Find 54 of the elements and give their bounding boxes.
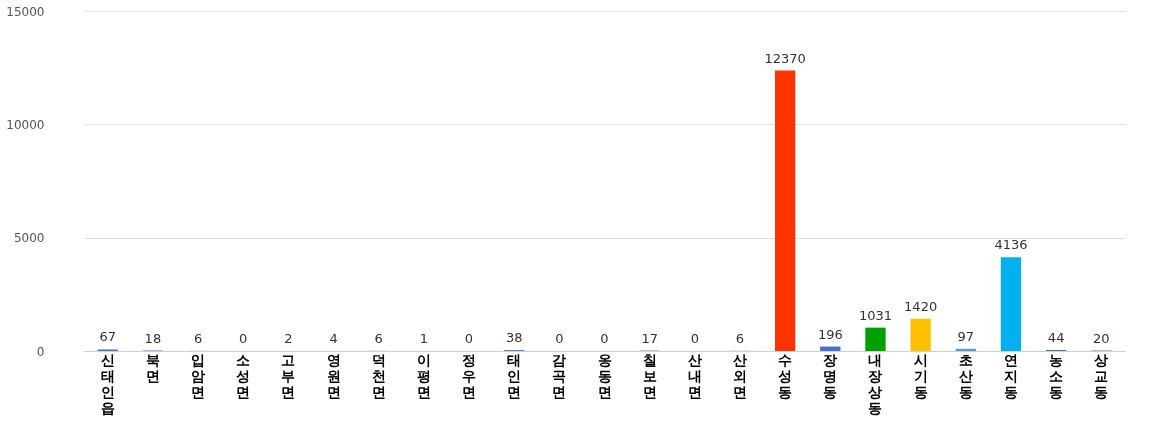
x-tick-label: 수성동 — [778, 351, 793, 400]
data-label: 0 — [555, 331, 564, 346]
bar — [1000, 257, 1022, 351]
data-label: 2 — [284, 330, 293, 346]
data-label: 1 — [419, 330, 428, 346]
x-tick-label: 산내면 — [687, 351, 702, 400]
data-label: 6 — [735, 330, 745, 346]
x-tick-label: 초산동 — [958, 351, 973, 400]
data-label: 44 — [1047, 330, 1065, 345]
x-tick-label: 북면 — [145, 351, 160, 384]
bar — [774, 70, 796, 351]
x-tick-label: 태인면 — [507, 351, 522, 400]
data-label: 20 — [1093, 330, 1110, 346]
data-label: 97 — [957, 328, 975, 344]
x-tick-label: 감곡면 — [552, 351, 567, 400]
data-label: 4 — [329, 330, 338, 346]
x-tick-label: 칠보면 — [642, 351, 657, 400]
data-label: 6 — [374, 330, 383, 346]
x-tick-label: 상교동 — [1094, 351, 1109, 400]
y-tick-label: 10000 — [6, 117, 45, 132]
x-tick-label: 이평면 — [416, 351, 431, 400]
x-tick-label: 소성면 — [236, 351, 251, 400]
y-tick-label: 0 — [36, 344, 45, 359]
x-tick-label: 덕천면 — [371, 351, 386, 400]
data-label: 4136 — [994, 237, 1028, 253]
x-tick-label: 영원면 — [326, 351, 341, 400]
data-label: 12370 — [764, 50, 806, 66]
data-label: 6 — [193, 330, 203, 346]
data-label: 0 — [690, 331, 699, 346]
x-tick-label: 내장상동 — [868, 351, 883, 416]
x-tick-label: 장명동 — [823, 351, 838, 400]
data-label: 67 — [99, 329, 116, 345]
x-tick-label: 고부면 — [281, 351, 296, 400]
bar — [910, 318, 931, 351]
x-tick-label: 연지동 — [1003, 351, 1018, 400]
x-tick-label: 산외면 — [732, 351, 747, 400]
y-tick-label: 5000 — [13, 231, 45, 246]
data-label: 17 — [641, 330, 658, 346]
x-tick-label: 옹동면 — [597, 351, 612, 400]
data-label: 0 — [464, 331, 474, 346]
bar — [865, 327, 886, 351]
y-tick-label: 15000 — [6, 4, 45, 19]
data-label: 38 — [505, 330, 523, 346]
data-label: 18 — [144, 330, 162, 346]
data-label: 196 — [817, 326, 843, 342]
x-tick-label: 시기동 — [913, 351, 928, 400]
x-tick-label: 농소동 — [1049, 351, 1064, 400]
data-label: 1420 — [904, 298, 938, 314]
data-label: 1031 — [858, 307, 893, 323]
data-label: 0 — [600, 331, 609, 346]
data-label: 0 — [239, 331, 248, 346]
x-tick-label: 정우면 — [462, 351, 477, 400]
x-tick-label: 신태인읍 — [100, 351, 115, 416]
x-tick-label: 입암면 — [191, 351, 206, 400]
